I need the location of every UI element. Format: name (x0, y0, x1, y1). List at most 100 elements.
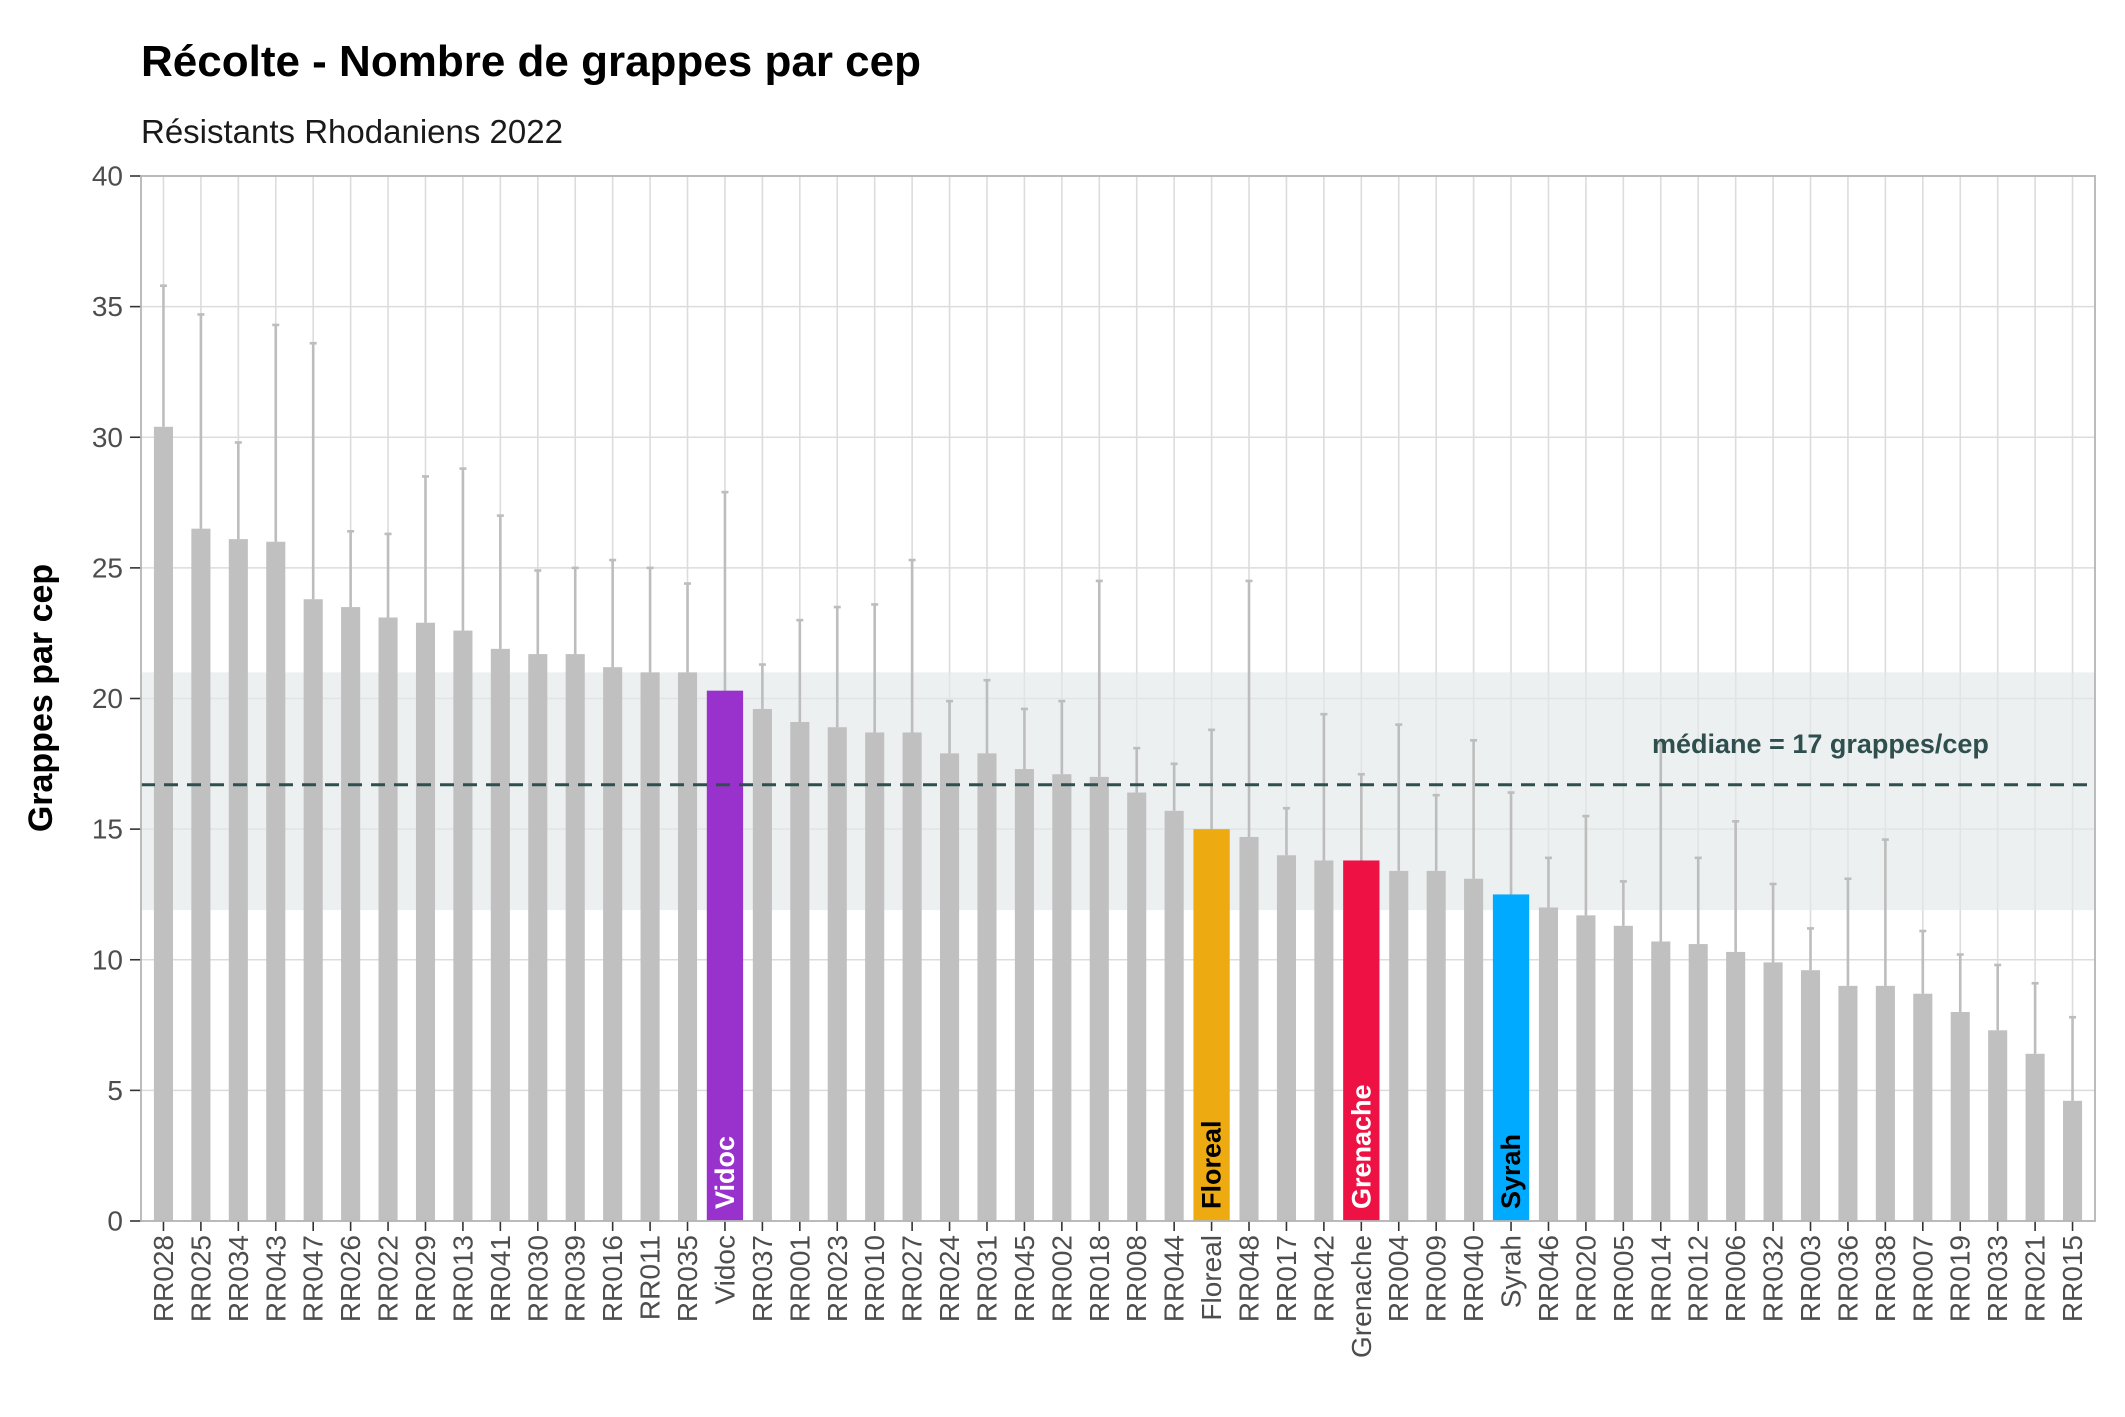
x-tick-label: RR018 (1084, 1235, 1115, 1322)
median-label: médiane = 17 grappes/cep (1652, 729, 1989, 759)
x-tick-label: RR026 (335, 1235, 366, 1322)
y-axis-title: Grappes par cep (22, 564, 60, 832)
x-tick-label: RR030 (522, 1235, 553, 1322)
x-tick-label: RR032 (1758, 1235, 1789, 1322)
x-tick-label: RR035 (672, 1235, 703, 1322)
bar-rr005 (1613, 925, 1633, 1221)
bar-rr007 (1913, 993, 1933, 1221)
bar-rr034 (228, 539, 248, 1221)
bar-rr013 (453, 630, 473, 1221)
bar-rr042 (1314, 860, 1334, 1221)
x-tick-label: RR038 (1870, 1235, 1901, 1322)
x-tick-label: RR042 (1308, 1235, 1339, 1322)
bar-rr015 (2062, 1100, 2083, 1221)
x-tick-label: RR009 (1421, 1235, 1452, 1322)
x-tick-label: RR031 (971, 1235, 1002, 1322)
chart-subtitle: Résistants Rhodaniens 2022 (141, 113, 563, 150)
bar-rr047 (303, 599, 323, 1221)
x-tick-label: RR024 (934, 1235, 965, 1322)
bar-rr017 (1276, 855, 1296, 1221)
x-tick-label: RR047 (298, 1235, 329, 1322)
x-tick-label: RR019 (1945, 1235, 1976, 1322)
x-tick-label: RR005 (1608, 1235, 1639, 1322)
x-tick-label: RR040 (1458, 1235, 1489, 1322)
bar-rr009 (1426, 870, 1446, 1221)
bar-rr014 (1651, 941, 1671, 1221)
x-tick-label: RR010 (859, 1235, 890, 1322)
y-tick-label: 20 (92, 683, 123, 714)
bar-rr020 (1576, 915, 1596, 1221)
bar-rr035 (677, 672, 698, 1221)
x-tick-label: RR041 (485, 1235, 516, 1322)
x-tick-label: Floreal (1196, 1235, 1227, 1321)
bar-rr010 (865, 732, 885, 1221)
y-tick-label: 0 (107, 1206, 123, 1237)
x-tick-label: RR007 (1907, 1235, 1938, 1322)
bar-rr039 (565, 654, 585, 1221)
bar-rr048 (1239, 836, 1259, 1221)
x-tick-label: RR020 (1570, 1235, 1601, 1322)
y-tick-label: 35 (92, 291, 123, 322)
y-tick-label: 30 (92, 422, 123, 453)
bar-rr012 (1688, 944, 1708, 1221)
bar-rr004 (1389, 870, 1409, 1221)
bar-grenache (1343, 860, 1380, 1221)
x-tick-label: RR044 (1159, 1235, 1190, 1322)
bar-label-floreal: Floreal (1197, 1120, 1227, 1209)
x-tick-label: RR023 (822, 1235, 853, 1322)
bar-syrah (1492, 894, 1530, 1221)
x-tick-label: RR043 (260, 1235, 291, 1322)
x-tick-label: RR036 (1832, 1235, 1863, 1322)
bar-rr045 (1014, 769, 1034, 1221)
bar-rr024 (940, 753, 960, 1221)
x-tick-label: RR016 (597, 1235, 628, 1322)
x-tick-label: RR004 (1383, 1235, 1414, 1322)
x-tick-label: RR046 (1533, 1235, 1564, 1322)
bar-rr038 (1875, 985, 1895, 1221)
bar-rr033 (1988, 1030, 2008, 1221)
x-tick-label: RR013 (447, 1235, 478, 1322)
bar-rr001 (790, 722, 810, 1221)
x-tick-label: RR017 (1271, 1235, 1302, 1322)
bar-rr036 (1838, 985, 1858, 1221)
x-tick-label: RR015 (2057, 1235, 2088, 1322)
bar-rr040 (1464, 878, 1484, 1221)
bar-rr003 (1800, 970, 1821, 1221)
x-tick-label: RR011 (635, 1235, 666, 1320)
bar-label-grenache: Grenache (1346, 1084, 1376, 1209)
y-tick-label: 10 (92, 944, 123, 975)
x-tick-label: RR028 (148, 1235, 179, 1322)
bar-label-syrah: Syrah (1496, 1134, 1526, 1209)
bar-rr011 (640, 672, 660, 1221)
x-tick-label: RR001 (784, 1235, 815, 1322)
bar-rr029 (415, 622, 436, 1221)
x-tick-label: RR039 (560, 1235, 591, 1322)
bar-rr041 (490, 648, 510, 1221)
y-tick-label: 40 (92, 161, 123, 192)
x-tick-label: RR002 (1046, 1235, 1077, 1322)
bar-rr016 (603, 667, 623, 1221)
bar-rr018 (1089, 776, 1109, 1221)
plot-panel-border (140, 175, 2096, 1222)
bar-rr044 (1164, 810, 1184, 1221)
bar-vidoc (706, 690, 744, 1221)
bar-rr030 (528, 654, 548, 1221)
x-tick-label: Syrah (1496, 1235, 1527, 1308)
x-tick-label: RR025 (185, 1235, 216, 1322)
bar-rr026 (341, 607, 361, 1221)
y-tick-label: 25 (92, 552, 123, 583)
y-tick-label: 5 (107, 1075, 123, 1106)
bar-rr022 (378, 617, 398, 1221)
x-tick-label: RR014 (1645, 1235, 1676, 1322)
bar-rr021 (2025, 1053, 2045, 1221)
bar-rr028 (153, 426, 174, 1221)
x-tick-label: RR006 (1720, 1235, 1751, 1322)
x-tick-label: RR034 (223, 1235, 254, 1322)
x-tick-label: RR003 (1795, 1235, 1826, 1322)
x-tick-label: Grenache (1346, 1235, 1377, 1358)
x-tick-label: RR012 (1683, 1235, 1714, 1322)
bar-rr032 (1763, 962, 1783, 1221)
bar-rr031 (977, 753, 997, 1221)
